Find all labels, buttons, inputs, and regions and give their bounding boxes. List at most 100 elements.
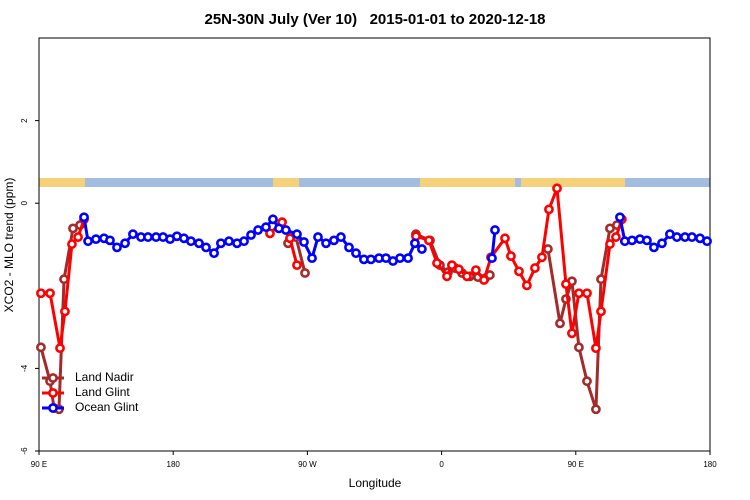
x-tick-label: 180 [703, 460, 717, 469]
legend-label: Ocean Glint [75, 400, 139, 414]
data-point [79, 212, 89, 223]
data-point [582, 376, 592, 387]
data-point [615, 212, 625, 223]
data-point [239, 236, 249, 247]
y-tick-label: 2 [20, 118, 29, 123]
y-axis-label: XCO2 - MLO trend (ppm) [2, 178, 16, 313]
data-point [91, 234, 101, 245]
data-point [530, 263, 540, 273]
data-point [537, 252, 547, 263]
data-point [395, 253, 405, 264]
data-point [253, 225, 263, 235]
x-tick-label: 90 E [31, 460, 47, 469]
data-point [292, 229, 302, 240]
data-point [83, 236, 93, 247]
legend-marker [48, 403, 58, 413]
x-tick-label: 90 W [298, 460, 317, 469]
data-point [521, 280, 532, 291]
y-tick-label: -4 [20, 364, 29, 372]
data-point [336, 232, 346, 242]
x-axis-label: Longitude [349, 476, 402, 490]
data-point [574, 288, 584, 299]
data-point [246, 230, 256, 240]
land-mask [39, 178, 710, 187]
data-point [552, 183, 562, 194]
data-point [268, 214, 278, 225]
data-point [453, 264, 464, 275]
data-point [544, 204, 554, 215]
legend-label: Land Glint [75, 385, 130, 399]
data-point [470, 265, 481, 276]
data-point [321, 238, 331, 249]
data-point [417, 244, 427, 254]
data-point [55, 343, 65, 354]
land-strip [273, 178, 299, 187]
data-point [299, 237, 309, 247]
data-point [671, 232, 682, 242]
ocean-strip [39, 178, 710, 187]
data-point [490, 225, 500, 235]
data-point [224, 236, 234, 247]
data-point [60, 306, 70, 317]
y-tick-label: 0 [20, 200, 29, 205]
data-point [300, 268, 310, 278]
data-point [307, 253, 317, 264]
x-tick-label: 180 [167, 460, 181, 469]
y-tick-label: -6 [20, 447, 29, 455]
data-point [403, 253, 413, 264]
legend-marker [48, 373, 58, 383]
data-point [649, 242, 659, 253]
data-point [446, 260, 457, 271]
data-point [344, 242, 354, 253]
x-tick-label: 90 E [568, 460, 584, 469]
data-point [487, 253, 497, 264]
data-point [366, 254, 376, 265]
data-point [555, 318, 565, 329]
data-point [479, 275, 489, 285]
land-strip [521, 178, 625, 187]
data-point [216, 238, 226, 249]
data-point [143, 232, 153, 242]
data-point [561, 279, 571, 290]
data-point [410, 238, 420, 249]
legend-marker [48, 388, 58, 398]
data-point [591, 404, 601, 415]
x-tick-label: 0 [439, 460, 444, 469]
data-point [506, 251, 516, 261]
data-point [596, 306, 606, 317]
data-point [500, 233, 510, 244]
data-point [112, 242, 122, 253]
data-point [285, 233, 295, 244]
data-point [687, 232, 697, 242]
data-point [36, 288, 46, 299]
data-point [292, 260, 302, 271]
data-point [567, 328, 577, 339]
data-point [128, 229, 138, 240]
data-point [36, 342, 46, 353]
data-point [591, 343, 601, 354]
data-point [313, 232, 323, 242]
data-point [702, 236, 712, 247]
data-point [194, 238, 204, 249]
land-strip [420, 178, 515, 187]
data-point [67, 239, 77, 249]
data-point [657, 238, 667, 249]
chart-title: 25N-30N July (Ver 10) 2015-01-01 to 2020… [204, 11, 545, 28]
data-point [424, 235, 434, 246]
data-point [605, 239, 615, 249]
data-point [642, 235, 652, 246]
data-point [186, 236, 196, 247]
legend-label: Land Nadir [75, 370, 134, 384]
data-point [45, 288, 55, 299]
data-point [543, 244, 553, 254]
data-point [209, 248, 219, 259]
data-point [432, 258, 442, 268]
land-strip [39, 178, 85, 187]
data-point [105, 235, 115, 246]
data-point [261, 222, 271, 233]
data-point [120, 238, 130, 249]
data-point [351, 248, 361, 259]
data-point [462, 271, 472, 282]
